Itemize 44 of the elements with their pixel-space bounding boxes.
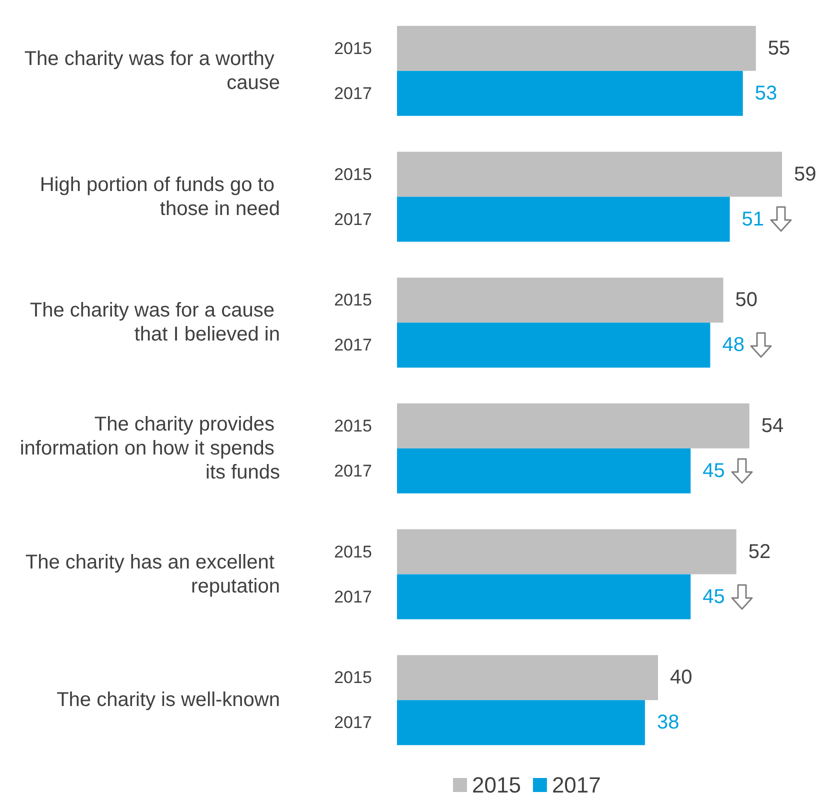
data-label: 53 — [754, 82, 778, 104]
data-label: 55 — [768, 37, 790, 60]
data-label: 50 — [735, 289, 758, 312]
data-label: 59 — [794, 163, 816, 186]
data-label: 52 — [748, 540, 771, 563]
text: 2017 — [334, 713, 372, 732]
data-label: 51 — [742, 208, 764, 230]
text: 2015 — [334, 164, 372, 184]
text: 2017 — [334, 587, 372, 606]
data-label: 45 — [702, 586, 725, 608]
text: 2017 — [334, 210, 372, 229]
bar — [397, 655, 658, 700]
text: 2015 — [334, 290, 372, 310]
y-tick-label: High portion of funds go to those in need — [40, 174, 280, 220]
bar — [397, 278, 724, 323]
bar — [397, 196, 730, 242]
bar — [397, 403, 750, 448]
data-label: 48 — [722, 334, 744, 356]
bar — [397, 574, 691, 620]
data-label: 45 — [702, 460, 725, 482]
y-tick-label: The charity was for a cause that I believed in — [30, 300, 280, 346]
bar — [397, 70, 743, 116]
bar — [397, 322, 710, 368]
y-tick-label: The charity has an excellent reputation — [25, 551, 280, 598]
y-tick-label: The charity provides information on how it spends its funds — [20, 413, 280, 484]
text: 2015 — [334, 668, 372, 688]
bar — [397, 448, 691, 494]
legend-label: 2015 — [472, 772, 521, 798]
text: 2017 — [334, 336, 372, 355]
y-tick-label: The charity is well-known — [56, 689, 280, 712]
data-label: 54 — [761, 414, 784, 437]
legend-label: 2017 — [552, 772, 601, 798]
text: 2017 — [334, 84, 372, 103]
bar — [397, 529, 736, 574]
text: 2015 — [334, 416, 372, 436]
data-label: 38 — [656, 712, 680, 734]
data-label: 40 — [670, 666, 692, 689]
bar — [397, 152, 782, 197]
text: 2017 — [334, 461, 372, 480]
y-tick-label: The charity was for a worthy cause — [24, 48, 280, 94]
bar — [397, 26, 756, 71]
text: 2015 — [334, 542, 372, 562]
bar — [397, 700, 645, 746]
text: 2015 — [334, 38, 372, 58]
